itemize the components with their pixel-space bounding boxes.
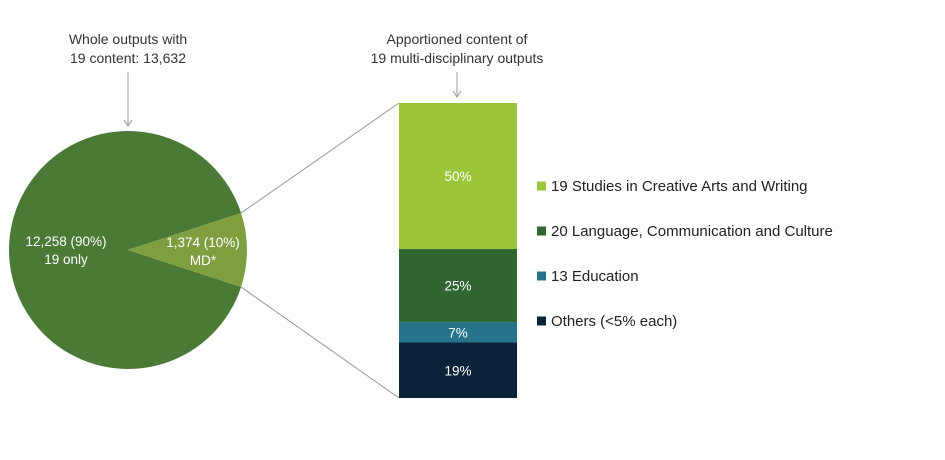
pie-title-arrowhead <box>123 119 133 127</box>
legend-swatch-2 <box>537 271 546 281</box>
bar-title-line-2: 19 multi-disciplinary outputs <box>371 50 544 66</box>
legend: 19 Studies in Creative Arts and Writing 2… <box>537 178 833 330</box>
bar-segment-label-0: 50% <box>444 169 471 184</box>
pie-label-md-line-2: MD* <box>190 253 217 268</box>
legend-label-0: 19 Studies in Creative Arts and Writing <box>551 178 808 195</box>
pie-label-19-only-line-1: 12,258 (90%) <box>25 234 106 249</box>
pie-chart <box>8 131 247 370</box>
bar-segment-0 <box>399 103 517 250</box>
legend-swatch-3 <box>537 316 546 326</box>
bar-title-arrowhead <box>452 90 462 98</box>
pie-title-line-1: Whole outputs with <box>69 31 187 47</box>
legend-swatch-0 <box>537 181 546 191</box>
bar-segment-label-1: 25% <box>444 279 471 294</box>
bar-segment-2 <box>399 322 517 343</box>
legend-label-1: 20 Language, Communication and Culture <box>551 223 833 240</box>
connector-line-top <box>240 102 400 214</box>
bar-segment-label-2: 7% <box>448 325 468 340</box>
connector-line-bottom <box>240 286 400 399</box>
bar-title-line-1: Apportioned content of <box>387 31 528 47</box>
bar-segment-3 <box>399 342 517 398</box>
pie-title-line-2: 19 content: 13,632 <box>70 50 186 66</box>
bar-segment-label-3: 19% <box>444 363 471 378</box>
pie-slice-19-only <box>8 131 242 370</box>
legend-swatch-1 <box>537 226 546 236</box>
legend-label-2: 13 Education <box>551 268 639 285</box>
bar-segment-1 <box>399 249 517 323</box>
pie-label-19-only-line-2: 19 only <box>44 252 88 267</box>
stacked-bar: 50% 25% 7% 19% <box>399 103 517 398</box>
pie-slice-md <box>128 212 247 288</box>
pie-label-md-line-1: 1,374 (10%) <box>166 235 240 250</box>
legend-label-3: Others (<5% each) <box>551 313 677 330</box>
